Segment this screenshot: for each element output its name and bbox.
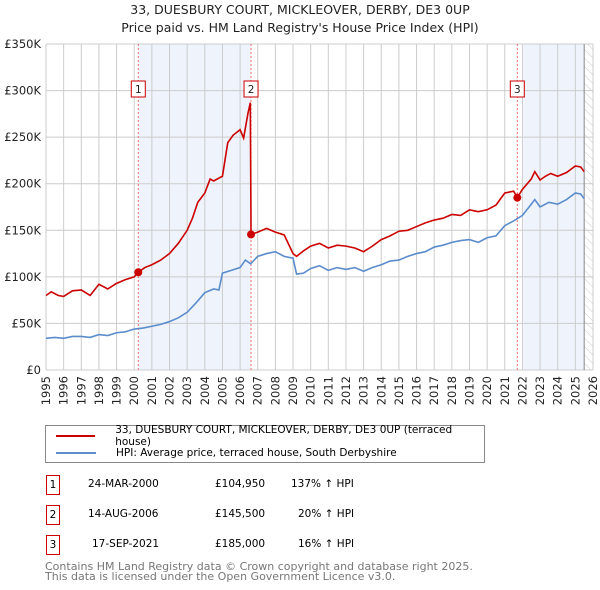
future-hatch (584, 44, 593, 370)
transaction-hpi: 16% ↑ HPI (298, 538, 355, 550)
transaction-date: 17-SEP-2021 (92, 538, 160, 550)
sale-point (134, 268, 143, 277)
x-tick-label: 2001 (145, 376, 159, 405)
transaction-row: 1 24-MAR-2000 £104,950 137% ↑ HPI (46, 475, 446, 495)
transaction-price: £145,500 (215, 508, 266, 520)
x-tick-label: 2006 (233, 376, 247, 405)
y-tick-label: £350K (4, 37, 41, 51)
price-chart: 1995 1996 1997 1998 1999 2000 2001 2002 2003 2004… (4, 37, 600, 405)
x-tick-label: 2020 (480, 376, 494, 405)
x-tick-label: 2004 (198, 376, 212, 405)
transaction-row: 3 17-SEP-2021 £185,000 16% ↑ HPI (46, 535, 446, 555)
x-tick-label: 1997 (74, 376, 88, 405)
y-tick-label: £0 (26, 363, 41, 377)
x-tick-label: 2011 (321, 376, 335, 405)
x-tick-label: 2010 (304, 376, 318, 405)
x-tick-label: 1995 (39, 376, 53, 405)
transaction-date: 24-MAR-2000 (88, 478, 159, 490)
y-tick-label: £100K (4, 270, 41, 284)
y-tick-label: £50K (12, 316, 42, 330)
x-tick-label: 2012 (339, 376, 353, 405)
legend-swatch-blue (56, 452, 96, 454)
x-tick-label: 1998 (92, 376, 106, 405)
x-tick-label: 2003 (180, 376, 194, 405)
x-tick-label: 1996 (57, 376, 71, 405)
x-tick-label: 2016 (410, 376, 424, 405)
sale-label-box (130, 80, 146, 98)
x-tick-label: 2023 (533, 376, 547, 405)
shaded-region (138, 44, 252, 370)
x-tick-label: 2009 (286, 376, 300, 405)
sale-point (513, 193, 522, 202)
sale-label-box (509, 80, 525, 98)
x-tick-label: 2025 (568, 376, 582, 405)
x-tick-label: 2008 (268, 376, 282, 405)
transaction-price: £185,000 (215, 538, 266, 550)
x-tick-label: 2024 (551, 376, 565, 405)
x-tick-label: 2026 (586, 376, 600, 405)
transaction-hpi: 137% ↑ HPI (291, 478, 354, 490)
y-tick-label: £250K (4, 130, 41, 144)
chart-title: 33, DUESBURY COURT, MICKLEOVER, DERBY, D… (130, 2, 470, 17)
x-tick-label: 2019 (462, 376, 476, 405)
x-tick-label: 2007 (251, 376, 265, 405)
y-tick-label: £150K (4, 223, 41, 237)
hpi-line (45, 192, 585, 340)
shaded-region (523, 44, 585, 370)
sale-label: 1 (135, 84, 142, 96)
y-tick-label: £300K (4, 84, 41, 98)
footer-copyright: Contains HM Land Registry data © Crown c… (45, 560, 473, 573)
x-tick-label: 1999 (110, 376, 124, 405)
x-tick-label: 2017 (427, 376, 441, 405)
legend-item-property: 33, DUESBURY COURT, MICKLEOVER, DERBY, D… (56, 424, 484, 448)
sale-label: 3 (514, 84, 521, 96)
x-tick-label: 2013 (357, 376, 371, 405)
x-tick-label: 2005 (215, 376, 229, 405)
sale-label: 2 (248, 84, 255, 96)
x-tick-label: 2022 (515, 376, 529, 405)
legend-item-hpi: HPI: Average price, terraced house, Sout… (56, 445, 397, 461)
legend: 33, DUESBURY COURT, MICKLEOVER, DERBY, D… (45, 424, 485, 463)
marker-badge: 3 (46, 535, 60, 555)
sale-point (247, 230, 256, 239)
transaction-price: £104,950 (215, 478, 266, 490)
transaction-hpi: 20% ↑ HPI (298, 508, 355, 520)
x-tick-label: 2014 (374, 376, 388, 405)
x-tick-label: 2000 (127, 376, 141, 405)
transaction-row: 2 14-AUG-2006 £145,500 20% ↑ HPI (46, 505, 446, 525)
footer-licence: This data is licensed under the Open Gov… (45, 570, 396, 583)
legend-label-hpi: HPI: Average price, terraced house, Sout… (116, 447, 397, 459)
x-tick-label: 2021 (498, 376, 512, 405)
x-tick-label: 2015 (392, 376, 406, 405)
marker-badge: 2 (46, 505, 60, 525)
chart-subtitle: Price paid vs. HM Land Registry's House … (121, 20, 479, 35)
x-tick-label: 2018 (445, 376, 459, 405)
transaction-date: 14-AUG-2006 (88, 508, 159, 520)
legend-label-property: 33, DUESBURY COURT, MICKLEOVER, DERBY, D… (115, 424, 453, 448)
x-tick-label: 2002 (163, 376, 177, 405)
legend-swatch-red (56, 435, 96, 437)
marker-badge: 1 (46, 475, 60, 495)
y-tick-label: £200K (4, 177, 41, 191)
sale-label-box (243, 80, 259, 98)
